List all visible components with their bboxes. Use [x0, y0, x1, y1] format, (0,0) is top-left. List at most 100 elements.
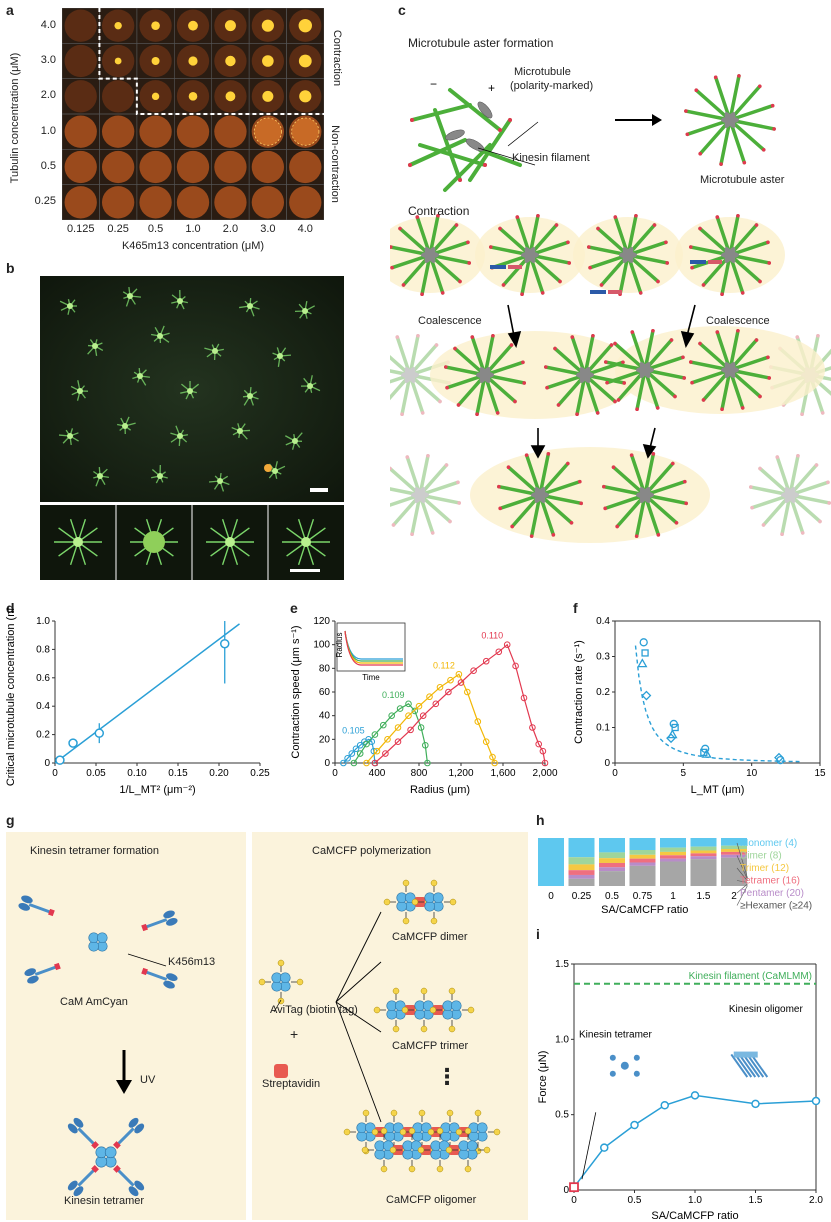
stacked-bar-segment: [660, 861, 686, 886]
plus-end: [390, 265, 394, 270]
plus-sign-g: +: [290, 1026, 299, 1042]
plus-end: [605, 380, 609, 385]
biotin-tag: [362, 1109, 370, 1117]
data-point: [344, 754, 351, 762]
x-tick-label: 1.5: [697, 891, 711, 902]
stacked-bar-segment: [690, 846, 717, 851]
cam-complex: [411, 879, 457, 925]
legend-leader: [736, 842, 748, 879]
leader-line: [127, 953, 167, 967]
droplet: [289, 150, 322, 184]
kinesin-head: [27, 975, 39, 984]
legend-leader: [736, 885, 748, 906]
data-point: [394, 738, 402, 745]
data-point: [348, 750, 356, 757]
x-tick-label: 0.25: [572, 891, 592, 902]
biotin-tag: [445, 1146, 453, 1154]
icon-part: [620, 1061, 629, 1070]
stacked-bar-segment: [721, 851, 747, 855]
y-tick-label: 60: [319, 687, 331, 698]
kinesin-core: [784, 487, 796, 503]
stacked-bar-segment: [599, 871, 625, 886]
plus-end: [506, 465, 511, 469]
plus-end: [685, 132, 690, 137]
plus-end: [391, 523, 396, 527]
plus-end: [445, 385, 449, 390]
icon-part: [738, 1053, 757, 1078]
y-axis-label: Force (μN): [537, 1051, 549, 1104]
legend-entry: Pentamer (20): [740, 888, 804, 899]
aster-core: [157, 473, 163, 479]
x-tick-label: 0: [332, 768, 338, 779]
droplet: [251, 150, 285, 184]
plus-end: [567, 261, 572, 265]
plus-end: [415, 215, 420, 219]
plus-end: [761, 523, 766, 527]
plus-end: [536, 213, 540, 218]
stacked-bar-segment: [721, 854, 747, 858]
biotin-tag: [258, 978, 266, 986]
contracted-network: [151, 21, 160, 30]
cam-amcyan-label: CaM AmCyan: [60, 996, 128, 1008]
aster-core: [247, 303, 253, 309]
kinesin-head: [128, 1186, 139, 1197]
tetramer-formation-title: Kinesin tetramer formation: [30, 845, 159, 857]
microtubule-cluster: [408, 88, 522, 192]
kinesin-core: [479, 367, 491, 383]
aster-blob: [285, 432, 303, 450]
aster-core: [292, 438, 298, 444]
y-tick-label: 40: [319, 711, 331, 722]
aster-closeups: [40, 505, 344, 580]
aster-core: [67, 303, 73, 309]
kinesin-stalk: [77, 1168, 96, 1187]
row-label: 2.0: [40, 89, 56, 102]
data-point: [776, 756, 785, 765]
aster-blob: [294, 301, 316, 319]
chart-d: 0 0.05 0.10 0.15 0.20 0.25 0 0.2 0.4 0.6 0.8 1.0 1/L…: [5, 608, 270, 796]
data-point: [600, 1143, 609, 1152]
fan-arrow: [335, 1001, 382, 1033]
x-tick-label: 0.5: [605, 891, 619, 902]
plus-end: [456, 403, 461, 407]
col-label: 1.0: [185, 223, 201, 235]
icon-part: [746, 1053, 765, 1078]
plus-end: [570, 335, 575, 339]
panel-label-a: a: [6, 2, 14, 18]
stacked-bar-segment: [629, 865, 656, 886]
biotin-tag: [430, 917, 438, 925]
data-point: [666, 733, 676, 744]
kinesin-motor: [113, 1165, 145, 1197]
droplet: [214, 115, 247, 148]
x-axis-label: 1/L_MT² (μm⁻²): [119, 784, 195, 796]
biotin-tag: [277, 959, 285, 967]
stacked-bar-segment: [629, 850, 656, 855]
plus-end: [758, 279, 762, 284]
contraction-diagram: [390, 213, 831, 543]
col-label: 0.5: [147, 223, 164, 235]
kinesin-head: [24, 968, 36, 977]
icon-part: [750, 1053, 769, 1078]
fan-arrow: [335, 1001, 382, 1123]
kinesin-head: [163, 980, 175, 989]
kinesin-filament: [608, 290, 622, 294]
y-tick-label: 0: [604, 758, 610, 769]
data-point: [432, 700, 440, 708]
kinesin-stalk: [116, 1127, 135, 1146]
data-point: [363, 759, 370, 767]
panel-label-f: f: [573, 600, 578, 616]
stacked-bar-segment: [660, 847, 686, 852]
y-axis-label: Contraction speed (μm s⁻¹): [290, 625, 302, 758]
stacked-bar-segment: [660, 855, 686, 859]
stacked-bar-segment: [599, 862, 625, 868]
chart-f: 0 5 10 15 0 0.1 0.2 0.3 0.4 L_MT (μm) Contraction …: [573, 616, 826, 796]
stacked-bar-segment: [660, 838, 686, 848]
kinesin-core: [534, 487, 546, 503]
data-point: [415, 702, 423, 710]
plus-end: [671, 461, 675, 466]
data-point: [690, 1091, 700, 1100]
y-tick-label: 0.8: [36, 644, 50, 655]
kinesin-stalk: [145, 970, 168, 981]
cam-complex: [88, 932, 108, 952]
data-point: [340, 759, 347, 767]
y-tick-label: 0: [324, 758, 330, 769]
